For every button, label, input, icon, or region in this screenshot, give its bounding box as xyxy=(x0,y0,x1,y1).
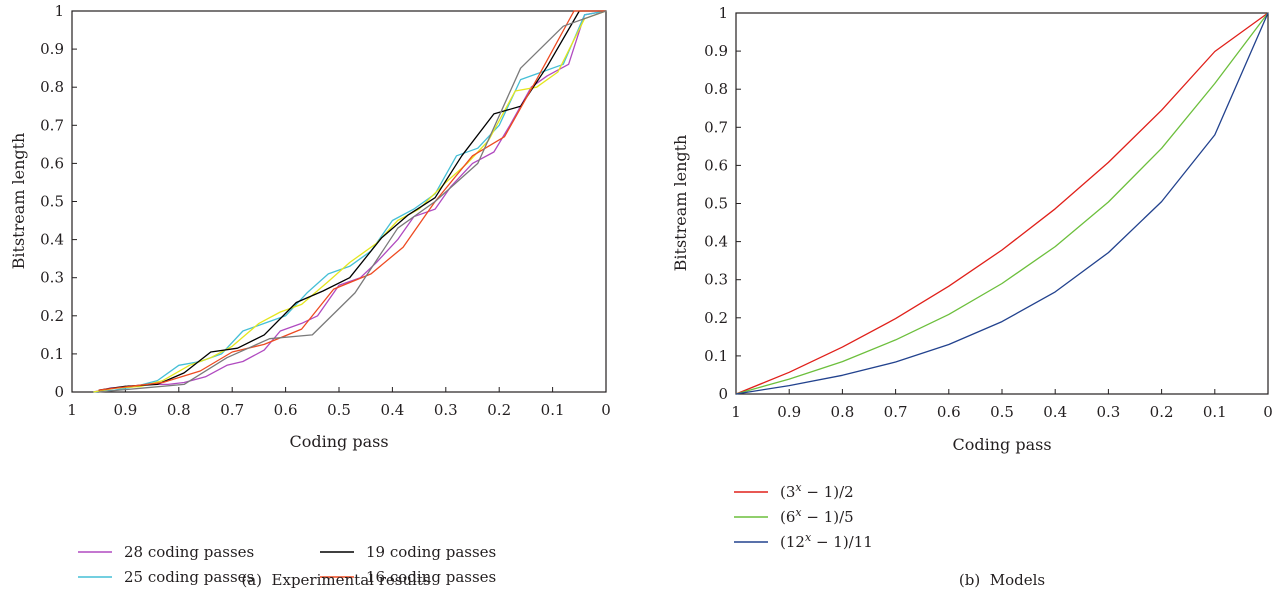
chart-b-x-tick-label: 0.4 xyxy=(1043,403,1067,421)
chart-a-series-line xyxy=(93,10,607,393)
chart-a-x-tick-label: 0.5 xyxy=(327,401,351,419)
chart-a-y-axis-label: Bitstream length xyxy=(9,133,28,270)
chart-a-y-tick-label: 0.2 xyxy=(40,307,64,325)
chart-a-x-tick-label: 0.8 xyxy=(167,401,191,419)
chart-b-x-tick-label: 0.6 xyxy=(937,403,961,421)
chart-a-y-tick-label: 0.3 xyxy=(40,269,64,287)
chart-a-x-tick-label: 0.9 xyxy=(113,401,137,419)
chart-a-series-line xyxy=(93,10,607,393)
chart-b-x-tick-label: 1 xyxy=(731,403,741,421)
chart-b-y-tick-label: 1 xyxy=(718,4,728,22)
chart-a-x-tick-label: 0.2 xyxy=(487,401,511,419)
chart-a-series-line xyxy=(98,10,607,393)
chart-b-y-tick-label: 0.8 xyxy=(704,80,728,98)
chart-a-legend-label: 19 coding passes xyxy=(366,543,496,561)
chart-b-plot-frame xyxy=(735,12,1269,395)
chart-a-x-tick-label: 1 xyxy=(67,401,77,419)
chart-b-ticks: 1 0.9 0.8 0.7 0.6 0.5 0.4 0.3 0.2 0.1 0 0 0.1 0.2 0.3 0… xyxy=(704,4,1273,421)
chart-a-series-line xyxy=(98,10,606,391)
chart-b-x-tick-label: 0.5 xyxy=(990,403,1014,421)
chart-b-legend-label: (12x − 1)/11 xyxy=(780,531,873,551)
chart-a-y-tick-label: 0.7 xyxy=(40,116,64,134)
chart-a-x-tick-label: 0.4 xyxy=(380,401,404,419)
chart-a-series xyxy=(93,10,607,393)
chart-a-series-line xyxy=(93,10,607,393)
chart-a-y-tick-label: 0.1 xyxy=(40,345,64,363)
chart-b-y-axis-label: Bitstream length xyxy=(671,135,690,272)
chart-a-y-tick-label: 1 xyxy=(54,2,64,20)
chart-b-x-tick-label: 0 xyxy=(1263,403,1273,421)
chart-b-legend-label: (6x − 1)/5 xyxy=(780,506,854,526)
chart-a-x-axis-label: Coding pass xyxy=(289,432,388,451)
chart-a-y-tick-label: 0.5 xyxy=(40,193,64,211)
chart-b-series-line xyxy=(735,12,1269,395)
chart-a-ticks: 1 0.9 0.8 0.7 0.6 0.5 0.4 0.3 0.2 0.1 0 0 0.1 0.2 0.3 0… xyxy=(40,2,611,419)
chart-b-y-tick-label: 0.2 xyxy=(704,309,728,327)
chart-b-y-tick-label: 0.7 xyxy=(704,118,728,136)
chart-a: 1 0.9 0.8 0.7 0.6 0.5 0.4 0.3 0.2 0.1 0 0 0.1 0.2 0.3 0… xyxy=(9,2,611,600)
chart-b-x-tick-label: 0.8 xyxy=(830,403,854,421)
chart-b: 1 0.9 0.8 0.7 0.6 0.5 0.4 0.3 0.2 0.1 0 0 0.1 0.2 0.3 0… xyxy=(671,4,1273,589)
chart-b-x-tick-label: 0.7 xyxy=(884,403,908,421)
chart-b-x-tick-label: 0.1 xyxy=(1203,403,1227,421)
chart-b-y-tick-label: 0.9 xyxy=(704,42,728,60)
chart-a-y-tick-label: 0.4 xyxy=(40,231,64,249)
chart-b-y-tick-label: 0.6 xyxy=(704,156,728,174)
chart-b-y-tick-label: 0.1 xyxy=(704,347,728,365)
chart-a-legend-label: 25 coding passes xyxy=(124,568,254,586)
chart-a-legend-label: 28 coding passes xyxy=(124,543,254,561)
chart-b-y-tick-label: 0.4 xyxy=(704,233,728,251)
chart-a-y-tick-label: 0.6 xyxy=(40,154,64,172)
chart-b-caption: (b) Models xyxy=(959,571,1045,589)
chart-b-x-axis-label: Coding pass xyxy=(952,435,1051,454)
chart-a-x-tick-label: 0.6 xyxy=(274,401,298,419)
chart-a-plot-frame xyxy=(71,10,607,393)
chart-b-series-line xyxy=(735,12,1269,395)
chart-a-y-tick-label: 0.8 xyxy=(40,78,64,96)
chart-a-y-tick-label: 0.9 xyxy=(40,40,64,58)
chart-a-y-tick-label: 0 xyxy=(54,383,64,401)
chart-b-legend: (3x − 1)/2 (6x − 1)/5 (12x − 1)/11 xyxy=(734,481,873,551)
chart-b-series xyxy=(735,12,1269,395)
chart-a-x-tick-label: 0.1 xyxy=(541,401,565,419)
chart-a-caption: (a) Experimental results xyxy=(241,571,430,589)
chart-a-series-line xyxy=(98,10,606,391)
chart-a-x-tick-label: 0.7 xyxy=(220,401,244,419)
chart-b-x-tick-label: 0.3 xyxy=(1096,403,1120,421)
chart-b-series-line xyxy=(735,12,1269,395)
chart-a-x-tick-label: 0.3 xyxy=(434,401,458,419)
chart-b-y-tick-label: 0.5 xyxy=(704,195,728,213)
chart-b-x-tick-label: 0.2 xyxy=(1150,403,1174,421)
chart-b-x-tick-label: 0.9 xyxy=(777,403,801,421)
chart-b-legend-label: (3x − 1)/2 xyxy=(780,481,854,501)
chart-b-y-tick-label: 0.3 xyxy=(704,271,728,289)
chart-b-y-tick-label: 0 xyxy=(718,385,728,403)
chart-a-x-tick-label: 0 xyxy=(601,401,611,419)
chart-a-legend-label: 16 coding passes xyxy=(366,568,496,586)
